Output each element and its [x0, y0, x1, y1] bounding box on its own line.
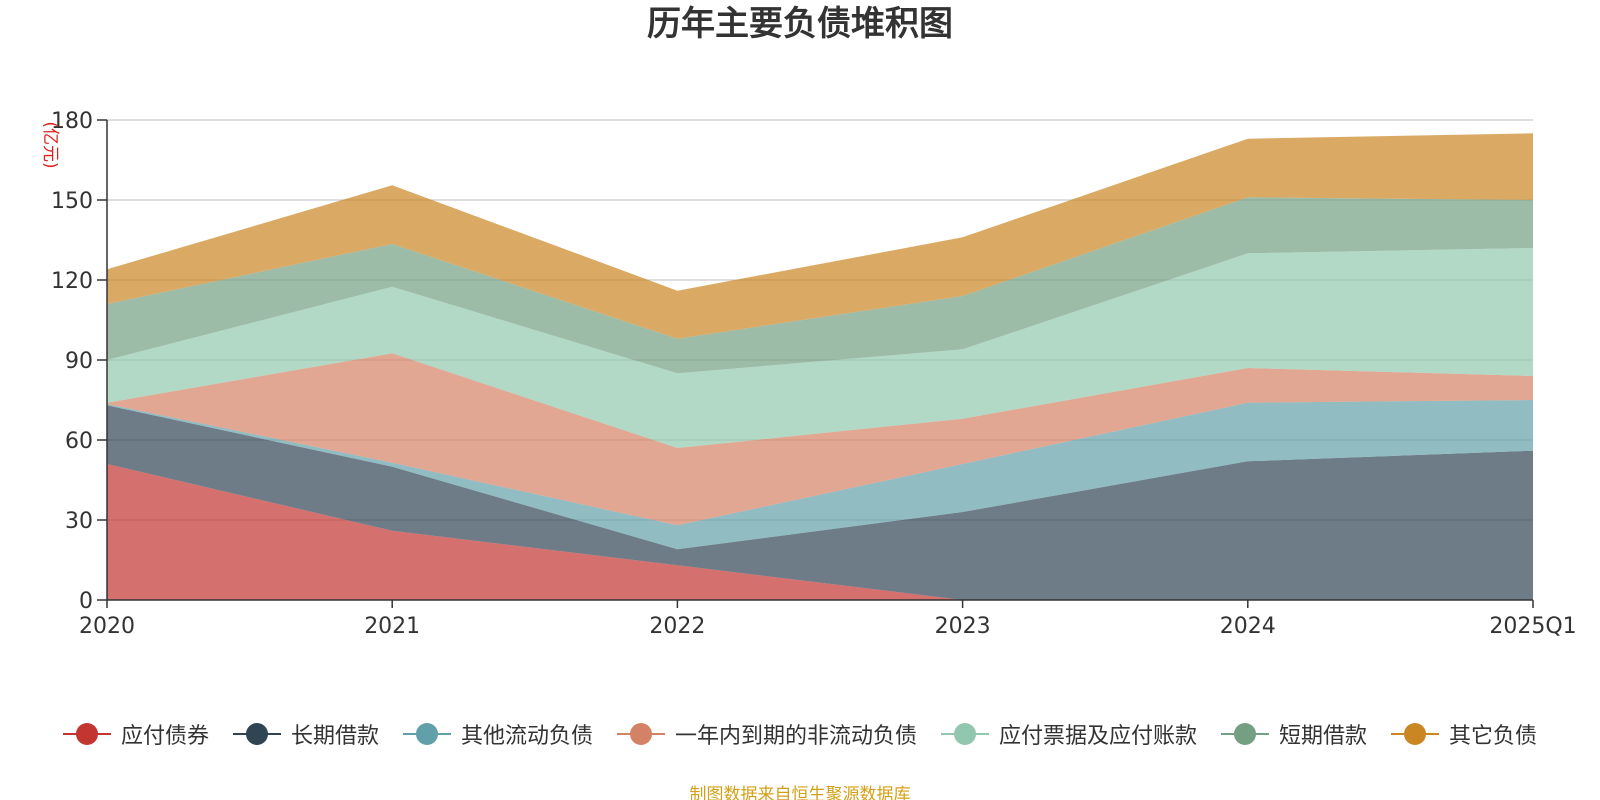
legend-marker-icon	[1221, 722, 1270, 746]
x-tick-label: 2024	[1220, 614, 1276, 639]
legend-item[interactable]: 长期借款	[232, 718, 379, 750]
legend-item[interactable]: 其它负债	[1391, 718, 1537, 750]
x-tick-label: 2020	[79, 614, 135, 639]
x-tick-label: 2023	[935, 614, 991, 639]
legend-item[interactable]: 短期借款	[1221, 718, 1367, 750]
legend-marker-icon	[62, 722, 111, 746]
legend-marker-icon	[616, 722, 665, 746]
y-tick-label: 150	[51, 189, 93, 214]
y-tick-label: 60	[65, 429, 93, 454]
legend-marker-icon	[1391, 722, 1440, 746]
y-tick-label: 0	[79, 589, 93, 614]
source-note: 制图数据来自恒生聚源数据库	[689, 785, 911, 800]
y-tick-label: 90	[65, 349, 93, 374]
area-series	[107, 353, 1533, 526]
stacked-area-chart: 0 30 60 90 120 150 180(亿元) 2020 2021 2022 2023 2024…	[40, 109, 1577, 639]
area-series	[107, 464, 1533, 600]
axis-layer: 0 30 60 90 120 150 180(亿元) 2020 2021 2022 2023 2024…	[40, 109, 1577, 639]
legend-label: 短期借款	[1279, 724, 1368, 749]
y-tick-label: 180	[51, 109, 93, 134]
legend-item[interactable]: 其他流动负债	[402, 718, 593, 750]
x-tick-label: 2025Q1	[1489, 614, 1576, 639]
legend-label: 长期借款	[290, 724, 379, 749]
y-tick-label: 120	[51, 269, 93, 294]
legend-item[interactable]: 应付票据及应付账款	[941, 718, 1197, 750]
y-axis-unit-label: (亿元)	[40, 121, 60, 168]
area-series	[107, 400, 1533, 550]
legend: 应付债券 长期借款 其他流动负债 一年内到期的非流动负债 应付票据及应付账款 短期借款 其它…	[0, 718, 1600, 750]
legend-item[interactable]: 一年内到期的非流动负债	[616, 718, 917, 750]
x-tick-label: 2021	[364, 614, 420, 639]
legend-label: 其他流动负债	[460, 724, 593, 749]
legend-item[interactable]: 应付债券	[62, 718, 209, 750]
legend-label: 应付票据及应付账款	[999, 724, 1198, 749]
legend-label: 一年内到期的非流动负债	[674, 724, 917, 749]
x-tick-label: 2022	[649, 614, 705, 639]
legend-marker-icon	[402, 722, 451, 746]
legend-marker-icon	[232, 722, 281, 746]
area-series	[107, 248, 1533, 448]
area-series	[107, 405, 1533, 600]
legend-label: 应付债券	[120, 724, 209, 749]
area-series	[107, 197, 1533, 374]
chart-title: 历年主要负债堆积图	[647, 4, 953, 44]
y-tick-label: 30	[65, 509, 93, 534]
area-series	[107, 133, 1533, 339]
legend-label: 其它负债	[1449, 724, 1538, 749]
legend-marker-icon	[941, 722, 989, 746]
area-layer	[107, 133, 1533, 600]
